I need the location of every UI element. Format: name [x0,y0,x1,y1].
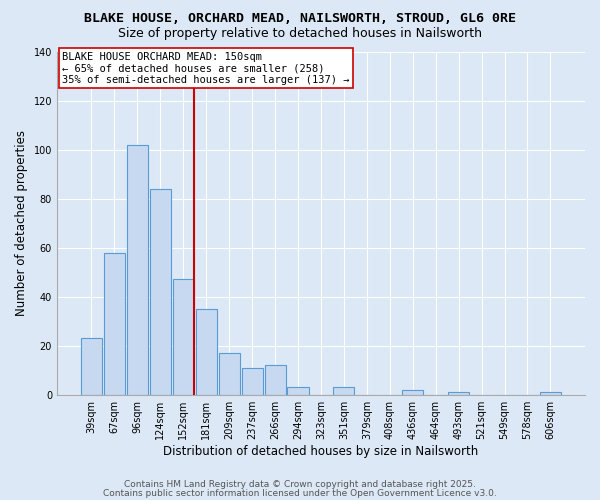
Bar [81,338,102,394]
Bar [265,366,286,394]
Text: BLAKE HOUSE ORCHARD MEAD: 150sqm
← 65% of detached houses are smaller (258)
35% : BLAKE HOUSE ORCHARD MEAD: 150sqm ← 65% o… [62,52,350,84]
Bar [127,144,148,394]
Bar [104,252,125,394]
Text: BLAKE HOUSE, ORCHARD MEAD, NAILSWORTH, STROUD, GL6 0RE: BLAKE HOUSE, ORCHARD MEAD, NAILSWORTH, S… [84,12,516,26]
Bar [334,388,355,394]
Bar [218,353,240,395]
Bar [287,388,308,394]
Y-axis label: Number of detached properties: Number of detached properties [15,130,28,316]
Bar [540,392,561,394]
Bar [150,189,171,394]
Bar [448,392,469,394]
Bar [402,390,424,394]
Text: Size of property relative to detached houses in Nailsworth: Size of property relative to detached ho… [118,28,482,40]
X-axis label: Distribution of detached houses by size in Nailsworth: Distribution of detached houses by size … [163,444,479,458]
Bar [242,368,263,394]
Text: Contains HM Land Registry data © Crown copyright and database right 2025.: Contains HM Land Registry data © Crown c… [124,480,476,489]
Text: Contains public sector information licensed under the Open Government Licence v3: Contains public sector information licen… [103,489,497,498]
Bar [196,309,217,394]
Bar [173,280,194,394]
